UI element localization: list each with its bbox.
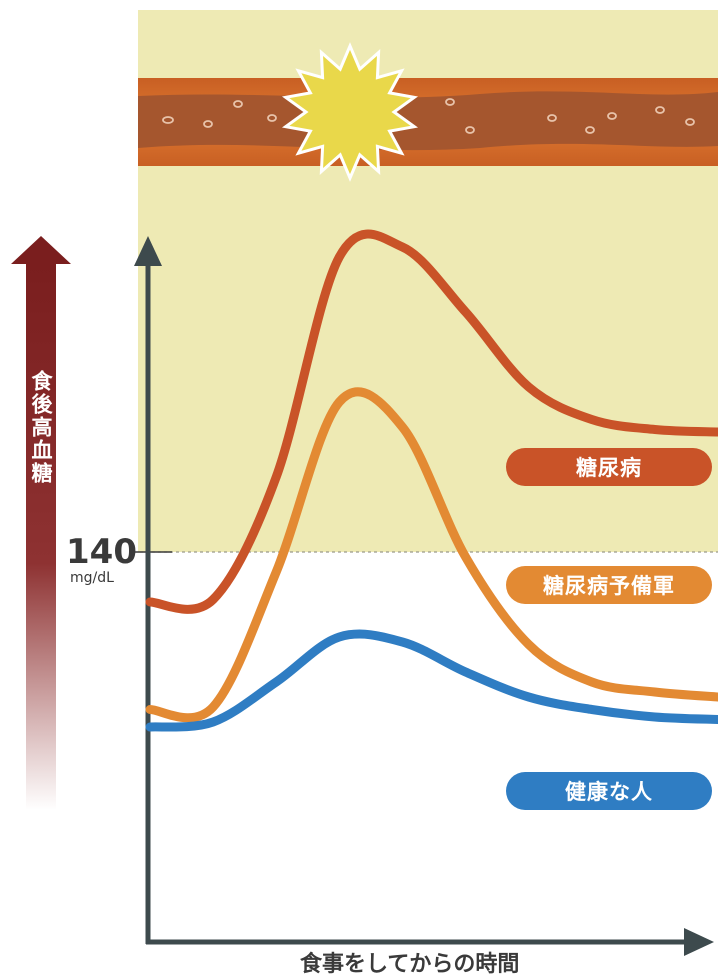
threshold-unit: mg/dL xyxy=(70,570,114,586)
y-axis-gradient-arrow xyxy=(11,236,71,810)
legend-healthy: 健康な人 xyxy=(506,772,712,810)
damage-burst-icon xyxy=(281,42,419,182)
diabetes-curve xyxy=(145,229,718,614)
prediabetes-curve xyxy=(145,387,718,723)
healthy-curve xyxy=(145,629,718,732)
legend-diabetes: 糖尿病 xyxy=(506,448,712,486)
x-axis-label: 食事をしてからの時間 xyxy=(300,952,520,977)
series-group xyxy=(145,229,718,732)
y-axis-label: 食後高血糖 xyxy=(29,370,53,485)
blood-vessel-icon xyxy=(138,78,718,166)
legend-prediabetes: 糖尿病予備軍 xyxy=(506,566,712,604)
threshold-value: 140 xyxy=(66,532,137,572)
